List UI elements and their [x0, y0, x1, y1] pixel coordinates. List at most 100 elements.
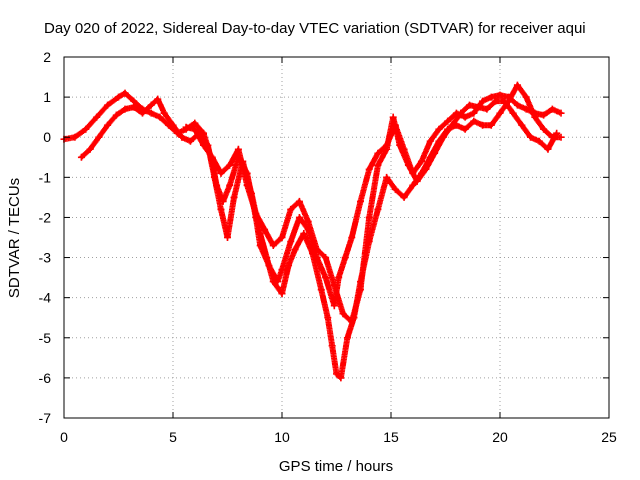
data-point: [130, 103, 138, 111]
data-point: [522, 93, 530, 101]
y-tick-label: -2: [39, 209, 52, 225]
data-point: [226, 181, 234, 189]
data-point: [324, 314, 332, 322]
data-point: [470, 109, 478, 117]
data-point: [527, 133, 535, 141]
data-point: [492, 97, 500, 105]
data-point: [182, 123, 190, 131]
data-point: [278, 234, 286, 241]
data-point: [278, 266, 286, 274]
data-point: [457, 109, 465, 117]
y-tick-label: -3: [39, 250, 52, 266]
data-point: [330, 302, 338, 310]
x-tick-label: 25: [601, 429, 617, 445]
data-point: [341, 254, 349, 262]
data-point: [540, 125, 548, 133]
data-point: [500, 97, 508, 105]
data-point: [86, 145, 94, 153]
data-point: [487, 121, 495, 129]
data-point: [130, 97, 138, 105]
data-point: [383, 145, 391, 153]
data-point: [328, 342, 336, 350]
x-axis-label: GPS time / hours: [279, 458, 393, 475]
data-point: [348, 318, 356, 326]
data-point: [343, 334, 351, 342]
data-point: [77, 153, 85, 161]
data-point: [160, 109, 168, 117]
y-tick-label: -4: [39, 290, 52, 306]
y-tick-label: -1: [39, 169, 52, 185]
data-point: [217, 205, 225, 213]
data-point: [444, 117, 452, 125]
data-point: [391, 185, 399, 193]
data-points: [60, 81, 565, 382]
x-tick-label: 20: [492, 429, 508, 445]
data-point: [356, 286, 364, 294]
data-point: [147, 101, 155, 109]
data-point: [269, 242, 277, 250]
data-point: [404, 161, 412, 169]
data-point: [465, 101, 473, 109]
data-point: [389, 113, 397, 121]
x-tick-label: 5: [169, 429, 177, 445]
data-point: [426, 137, 434, 145]
data-point: [263, 254, 271, 262]
data-point: [548, 105, 556, 113]
data-point: [496, 91, 504, 99]
x-tick-label: 15: [383, 429, 399, 445]
data-point: [322, 274, 330, 282]
data-point: [208, 153, 216, 161]
data-point: [435, 125, 443, 133]
data-point: [295, 197, 303, 205]
data-point: [513, 101, 521, 109]
data-point: [374, 161, 382, 169]
data-point: [154, 95, 162, 103]
data-point: [487, 93, 495, 101]
data-point: [479, 121, 487, 129]
data-point: [104, 101, 112, 109]
data-point: [513, 81, 521, 89]
y-tick-label: 2: [43, 49, 51, 65]
data-point: [304, 217, 312, 225]
data-point: [156, 113, 164, 121]
data-point: [337, 374, 345, 382]
data-point: [431, 149, 439, 157]
data-point: [531, 113, 539, 121]
data-point: [295, 213, 303, 221]
data-point: [557, 109, 565, 117]
data-point: [234, 145, 242, 153]
data-point: [226, 161, 234, 169]
data-point: [448, 121, 456, 129]
data-point: [365, 165, 373, 173]
data-point: [544, 145, 552, 153]
data-point: [71, 133, 79, 141]
data-point: [356, 197, 364, 205]
data-point: [243, 181, 251, 189]
data-point: [317, 286, 325, 294]
y-tick-label: -7: [39, 410, 52, 426]
data-point: [333, 370, 340, 378]
data-point: [461, 113, 469, 121]
data-point: [217, 169, 225, 177]
data-point: [200, 141, 208, 149]
data-point: [300, 229, 308, 237]
x-tick-label: 10: [274, 429, 290, 445]
data-point: [474, 103, 482, 111]
data-point: [169, 121, 177, 129]
plot-frame: [63, 56, 610, 419]
data-point: [121, 89, 129, 97]
data-point: [479, 97, 487, 105]
x-tick-label: 0: [60, 429, 68, 445]
data-point: [82, 125, 90, 133]
data-point: [470, 117, 478, 125]
data-point: [374, 205, 382, 213]
data-point: [115, 93, 122, 101]
data-point: [535, 137, 543, 145]
data-point: [138, 109, 146, 117]
data-point: [252, 209, 260, 217]
data-point: [191, 119, 199, 127]
data-point: [374, 149, 382, 157]
data-point: [496, 109, 504, 117]
